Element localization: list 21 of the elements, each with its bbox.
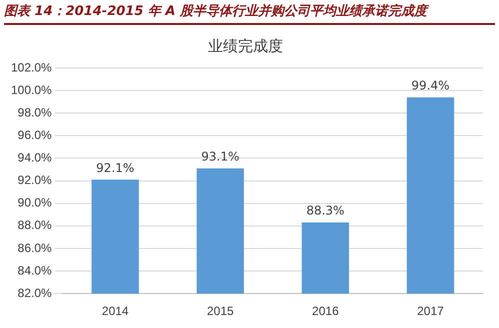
x-tick-label: 2014 <box>102 304 129 318</box>
y-tick-label: 84.0% <box>18 263 52 278</box>
x-tick-label: 2015 <box>206 304 234 318</box>
data-label: 99.4% <box>411 78 450 92</box>
y-tick-label: 94.0% <box>18 150 52 165</box>
data-label: 88.3% <box>306 204 344 218</box>
y-tick-label: 92.0% <box>18 173 52 188</box>
y-tick-label: 98.0% <box>18 105 52 120</box>
y-tick-label: 102.0% <box>10 60 52 74</box>
chart-subtitle: 业绩完成度 <box>208 36 283 55</box>
y-tick-label: 90.0% <box>18 196 52 210</box>
y-tick-label: 100.0% <box>10 82 52 97</box>
y-tick-label: 82.0% <box>18 286 52 300</box>
y-tick-label: 96.0% <box>18 128 52 142</box>
y-tick-label: 86.0% <box>18 240 52 255</box>
x-tick-label: 2016 <box>312 304 340 318</box>
data-label: 93.1% <box>201 150 240 164</box>
chart-title: 图表 14：2014-2015 年 A 股半导体行业并购公司平均业绩承诺完成度 <box>4 2 495 25</box>
x-tick-label: 2017 <box>417 304 444 318</box>
data-label: 92.1% <box>96 160 134 175</box>
y-tick-label: 88.0% <box>18 218 52 232</box>
